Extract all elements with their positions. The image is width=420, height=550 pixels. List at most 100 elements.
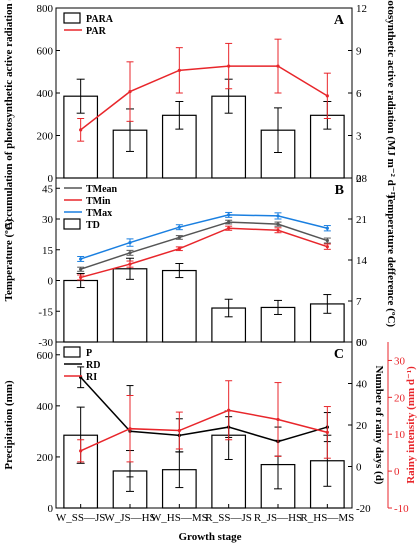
point-TMin: [276, 228, 280, 232]
point-TMin: [227, 226, 231, 230]
right-tick-label: 0: [356, 337, 362, 349]
point-TMean: [325, 238, 329, 243]
left-axis-title: Temperature (ºC): [3, 218, 15, 301]
left-tick-label: 30: [42, 214, 54, 226]
point-TMax: [128, 240, 132, 245]
point-PAR: [227, 64, 231, 68]
series-line-TMax: [80, 214, 328, 260]
x-tick-label: W_SS—JS: [56, 512, 106, 524]
right-tick-label: 7: [356, 296, 362, 308]
red-tick-label: 10: [394, 429, 406, 441]
left-tick-label: 600: [37, 350, 54, 362]
red-tick-label: 30: [394, 355, 406, 367]
legend-swatch-TD: [63, 218, 81, 230]
point-TMean: [177, 235, 181, 240]
right-tick-label: 0: [356, 462, 362, 474]
series-line-TMin: [80, 227, 328, 279]
x-tick-label: W_HS—MS: [151, 512, 208, 524]
point-PAR: [79, 128, 83, 132]
x-tick-label: W_JS—HS: [104, 512, 155, 524]
right-tick-label: 40: [356, 379, 368, 391]
legend-label-RI: RI: [86, 372, 97, 383]
series-line-TMean: [80, 221, 328, 270]
right-tick-label: 9: [356, 46, 362, 58]
point-TMax: [177, 225, 181, 229]
left-tick-label: 400: [37, 401, 54, 413]
legend-swatch-P: [63, 346, 81, 358]
left-axis-title: Accumulation of photosynthetic active ra…: [3, 0, 15, 230]
left-axis-title: Precipitation (mm): [3, 380, 15, 470]
left-tick-label: 0: [48, 503, 54, 515]
point-RI: [227, 408, 231, 412]
bar-TD: [211, 307, 247, 343]
right-axis-title: Temperature defference (ºC): [385, 193, 397, 327]
red-tick-label: 0: [394, 466, 400, 478]
left-tick-label: 200: [37, 131, 54, 143]
point-RI: [177, 428, 181, 433]
point-TMax: [227, 213, 231, 217]
panel-letter: C: [334, 347, 344, 362]
point-TMean: [227, 220, 231, 224]
red-tick-label: -10: [394, 503, 409, 515]
right-tick-label: 14: [356, 255, 368, 267]
x-tick-label: R_HS—MS: [300, 512, 354, 524]
point-PAR: [325, 94, 329, 98]
x-axis-title: Growth stage: [178, 531, 241, 543]
legend-label-PARA: PARA: [86, 14, 114, 25]
right-tick-label: 3: [356, 131, 362, 143]
legend-label-P: P: [86, 348, 92, 359]
point-PAR: [177, 68, 181, 72]
panel-letter: B: [335, 183, 344, 198]
legend-label-TMean: TMean: [86, 184, 118, 195]
point-TMean: [128, 251, 132, 255]
right-tick-label: 0: [356, 173, 362, 185]
point-TMax: [79, 257, 83, 261]
point-TMin: [79, 275, 83, 280]
panel-A: 0 200 400 600 800 0 3 6 9 12 Accumulation of photo…: [3, 0, 397, 230]
legend-label-TD: TD: [86, 220, 100, 231]
point-PAR: [276, 64, 280, 68]
left-tick-label: 600: [37, 46, 54, 58]
right-tick-label: 6: [356, 88, 362, 100]
red-axis-title: Rainy intensity (mm d⁻¹): [405, 366, 417, 484]
right-tick-label: 21: [356, 214, 367, 226]
point-TMin: [128, 262, 132, 266]
point-TMean: [276, 222, 280, 226]
left-tick-label: 400: [37, 88, 54, 100]
right-tick-label: 60: [356, 337, 368, 349]
right-tick-label: 12: [356, 3, 367, 15]
legend-swatch-PARA: [63, 12, 81, 24]
left-tick-label: 45: [42, 183, 54, 195]
right-axis-title: Number of rainy days (d): [373, 366, 385, 485]
point-PAR: [128, 89, 132, 94]
point-TMin: [325, 245, 329, 249]
point-RI: [276, 417, 280, 422]
left-tick-label: 800: [37, 3, 54, 15]
point-TMax: [276, 214, 280, 218]
right-tick-label: 28: [356, 173, 368, 185]
right-tick-label: -20: [356, 503, 371, 515]
point-RI: [128, 427, 132, 431]
point-TMax: [325, 226, 329, 230]
left-tick-label: 0: [48, 276, 54, 288]
point-TMin: [177, 247, 181, 251]
left-tick-label: 0: [48, 173, 54, 185]
red-tick-label: 20: [394, 392, 406, 404]
series-line-PAR: [80, 65, 328, 131]
left-tick-label: 200: [37, 452, 54, 464]
x-tick-label: R_JS—HS: [254, 512, 302, 524]
right-tick-label: 20: [356, 420, 368, 432]
point-RI: [79, 449, 83, 453]
series-line-RI: [80, 409, 328, 452]
left-tick-label: -15: [38, 306, 53, 318]
legend-label-TMax: TMax: [86, 208, 112, 219]
legend-label-PAR: PAR: [86, 26, 107, 37]
series-line-RD: [80, 376, 328, 443]
x-tick-label: R_SS—JS: [205, 512, 251, 524]
left-tick-label: -30: [38, 337, 53, 349]
right-axis-title: Photosynthetic active radiation (MJ m⁻² …: [385, 0, 397, 199]
